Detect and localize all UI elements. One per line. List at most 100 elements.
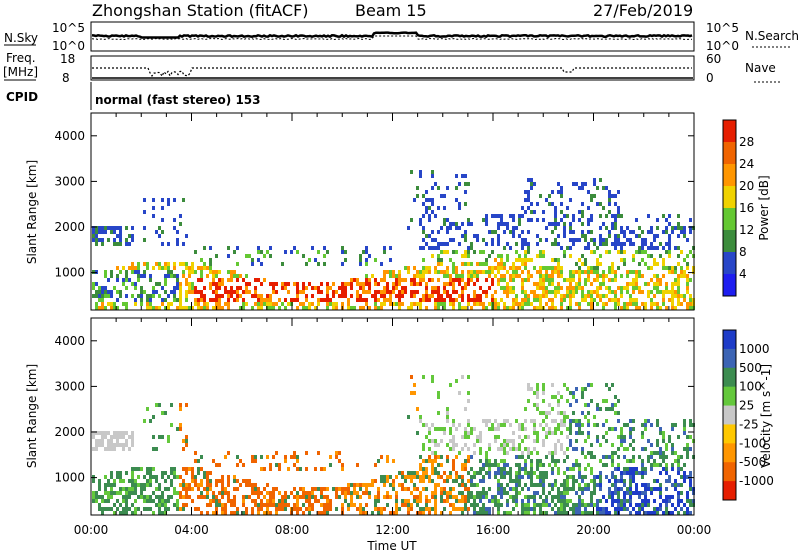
heatmap-cell [557,262,560,266]
heatmap-cell [665,306,668,310]
heatmap-cell [422,443,425,447]
heatmap-cell [410,294,413,298]
heatmap-cell [128,266,131,270]
heatmap-cell [446,479,449,483]
heatmap-cell [269,495,272,499]
heatmap-cell [638,270,641,274]
heatmap-cell [527,198,530,202]
heatmap-cell [524,471,527,475]
heatmap-cell [671,270,674,274]
heatmap-cell [545,294,548,298]
heatmap-cell [377,459,380,463]
heatmap-cell [572,286,575,290]
heatmap-cell [446,407,449,411]
heatmap-cell [482,467,485,471]
heatmap-cell [500,266,503,270]
heatmap-cell [560,447,563,451]
heatmap-cell [578,503,581,507]
heatmap-cell [374,499,377,503]
heatmap-cell [140,294,143,298]
heatmap-cell [686,511,689,515]
heatmap-cell [98,294,101,298]
heatmap-cell [200,455,203,459]
heatmap-cell [536,254,539,258]
heatmap-cell [623,230,626,234]
heatmap-cell [623,423,626,427]
heatmap-cell [227,298,230,302]
heatmap-cell [521,262,524,266]
heatmap-cell [230,270,233,274]
heatmap-cell [596,302,599,306]
heatmap-cell [644,262,647,266]
heatmap-cell [566,387,569,391]
heatmap-cell [116,274,119,278]
heatmap-cell [323,262,326,266]
heatmap-cell [611,266,614,270]
heatmap-cell [437,286,440,290]
heatmap-cell [329,302,332,306]
heatmap-cell [101,298,104,302]
heatmap-cell [398,507,401,511]
heatmap-cell [509,475,512,479]
heatmap-cell [170,483,173,487]
heatmap-cell [476,495,479,499]
heatmap-cell [161,511,164,515]
heatmap-cell [449,258,452,262]
heatmap-cell [422,511,425,515]
heatmap-cell [491,242,494,246]
heatmap-cell [416,503,419,507]
heatmap-cell [596,278,599,282]
heatmap-cell [506,503,509,507]
heatmap-cell [326,294,329,298]
heatmap-cell [689,306,692,310]
heatmap-cell [125,302,128,306]
heatmap-cell [623,455,626,459]
heatmap-cell [200,306,203,310]
date-title: 27/Feb/2019 [593,1,693,20]
heatmap-cell [176,503,179,507]
heatmap-cell [560,443,563,447]
heatmap-cell [608,479,611,483]
heatmap-cell [227,491,230,495]
heatmap-cell [557,507,560,511]
heatmap-cell [527,302,530,306]
heatmap-cell [410,475,413,479]
heatmap-cell [113,242,116,246]
heatmap-cell [413,278,416,282]
nsearch-series-line [91,35,693,41]
heatmap-cell [485,491,488,495]
heatmap-cell [149,483,152,487]
heatmap-cell [500,475,503,479]
heatmap-cell [515,294,518,298]
heatmap-cell [110,491,113,495]
heatmap-cell [203,471,206,475]
heatmap-cell [458,423,461,427]
heatmap-cell [269,467,272,471]
heatmap-cell [497,262,500,266]
heatmap-cell [206,302,209,306]
heatmap-cell [347,302,350,306]
heatmap-cell [491,278,494,282]
heatmap-cell [521,455,524,459]
heatmap-cell [137,294,140,298]
heatmap-cell [590,499,593,503]
heatmap-cell [599,407,602,411]
heatmap-cell [641,250,644,254]
heatmap-cell [98,495,101,499]
heatmap-cell [194,459,197,463]
heatmap-cell [437,230,440,234]
heatmap-cell [587,451,590,455]
heatmap-cell [344,258,347,262]
heatmap-cell [548,306,551,310]
heatmap-cell [605,463,608,467]
heatmap-cell [161,475,164,479]
heatmap-cell [257,306,260,310]
heatmap-cell [494,503,497,507]
heatmap-cell [293,507,296,511]
heatmap-cell [449,439,452,443]
heatmap-cell [596,423,599,427]
heatmap-cell [341,487,344,491]
heatmap-cell [452,435,455,439]
heatmap-cell [515,499,518,503]
heatmap-cell [350,282,353,286]
